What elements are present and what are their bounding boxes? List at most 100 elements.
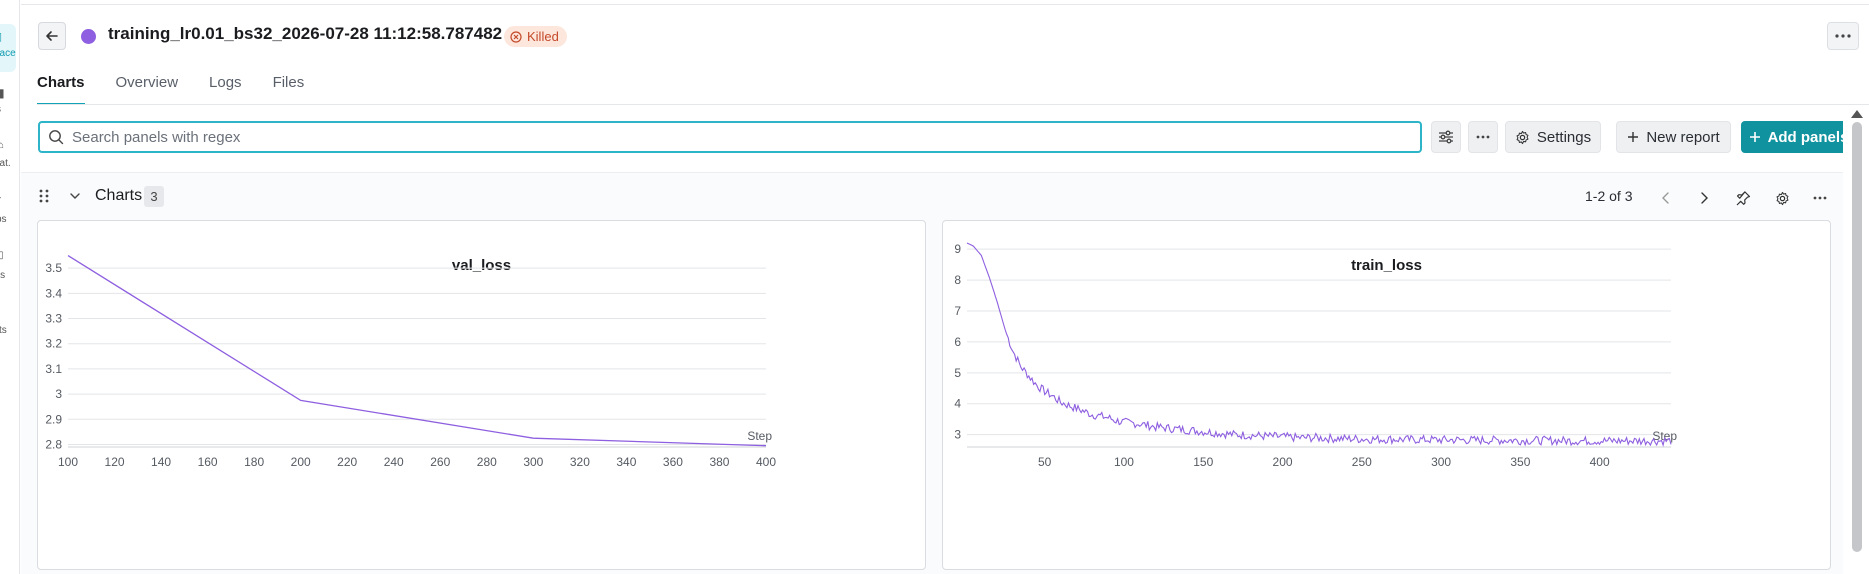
new-report-button[interactable]: New report (1616, 121, 1731, 153)
settings-button[interactable]: Settings (1505, 121, 1601, 153)
x-tick-label: 350 (1510, 455, 1530, 469)
rail-item-icon[interactable]: ▮ (0, 86, 5, 100)
previous-page-button[interactable] (1654, 186, 1678, 210)
status-badge: Killed (504, 26, 567, 47)
x-tick-label: 140 (151, 455, 171, 469)
gear-icon (1516, 130, 1529, 144)
y-tick-label: 7 (954, 304, 961, 318)
x-axis-label: Step (747, 429, 772, 443)
series-line (67, 255, 767, 447)
run-color-dot (81, 29, 96, 44)
chart-title: val_loss (451, 257, 512, 274)
x-tick-label: 220 (337, 455, 357, 469)
tab-overview[interactable]: Overview (115, 74, 179, 91)
y-tick-label: 5 (954, 366, 961, 380)
panel-search-box[interactable] (38, 121, 1422, 153)
plus-icon (1628, 132, 1639, 142)
arrow-left-icon (46, 31, 58, 41)
section-title: Charts (95, 187, 143, 204)
y-tick-label: 3.2 (45, 337, 62, 351)
search-icon (49, 130, 64, 145)
y-tick-label: 3.1 (45, 362, 62, 376)
tab-logs[interactable]: Logs (209, 74, 242, 91)
chevron-down-icon[interactable] (69, 189, 81, 207)
rail-item-sweeps[interactable]: ps (0, 214, 7, 225)
x-tick-label: 400 (756, 455, 776, 469)
drag-handle-icon[interactable] (39, 189, 49, 208)
x-tick-label: 400 (1590, 455, 1610, 469)
chevron-left-icon (1662, 192, 1669, 204)
chart-title: train_loss (1351, 257, 1422, 274)
status-label: Killed (527, 29, 559, 44)
killed-status-icon (510, 30, 522, 43)
x-tick-label: 100 (1114, 455, 1134, 469)
run-title: training_lr0.01_bs32_2026-07-28 11:12:58… (108, 24, 503, 43)
y-tick-label: 3.4 (45, 286, 62, 300)
x-tick-label: 200 (291, 455, 311, 469)
new-report-label: New report (1646, 128, 1720, 146)
val-loss-chart: 2.8 2.9 3 3.1 3.2 3.3 3.4 3.5 100 120 140 160 180 200… (45, 255, 776, 469)
rail-workspace-icon[interactable]: ▯ (0, 30, 2, 43)
run-more-options-button[interactable] (1827, 22, 1859, 50)
x-tick-label: 360 (663, 455, 683, 469)
page-scrollbar[interactable] (1843, 108, 1869, 574)
chart-panel-train-loss[interactable]: train_loss 3 4 5 6 7 8 9 50 100 150 200 250 300 350 40… (942, 220, 1831, 570)
run-page: training_lr0.01_bs32_2026-07-28 11:12:58… (21, 0, 1869, 574)
y-tick-label: 3.5 (45, 261, 62, 275)
rail-item-runs[interactable]: s (0, 104, 1, 115)
x-tick-label: 280 (477, 455, 497, 469)
y-tick-label: 9 (954, 242, 961, 256)
x-tick-label: 300 (523, 455, 543, 469)
x-axis-label: Step (1652, 429, 1677, 443)
search-input[interactable] (72, 128, 1372, 146)
x-tick-label: 300 (1431, 455, 1451, 469)
series-line (966, 242, 1672, 447)
top-divider (21, 4, 1869, 5)
rail-item-icon[interactable]: ▯ (0, 250, 4, 261)
section-more-button[interactable] (1808, 186, 1832, 210)
x-tick-label: 160 (198, 455, 218, 469)
more-horizontal-icon (1813, 196, 1827, 200)
y-tick-label: 2.8 (45, 437, 62, 451)
rail-item-artifacts[interactable]: cts (0, 325, 7, 336)
add-panels-button[interactable]: Add panels (1741, 121, 1856, 153)
pin-section-button[interactable] (1731, 186, 1755, 210)
rail-item-chat[interactable]: hat. (0, 158, 11, 169)
rail-item-icon[interactable]: ⌂ (0, 140, 4, 151)
tabs-divider (37, 104, 1869, 105)
scrollbar-thumb[interactable] (1852, 122, 1862, 552)
train-loss-chart: 3 4 5 6 7 8 9 50 100 150 200 250 300 350 400 Step (954, 242, 1677, 469)
x-tick-label: 100 (58, 455, 78, 469)
rail-item-workspace[interactable]: pace (0, 48, 16, 59)
rail-active-highlight (0, 24, 16, 72)
more-horizontal-icon (1476, 135, 1490, 139)
section-settings-button[interactable] (1770, 186, 1794, 210)
filter-settings-button[interactable] (1431, 121, 1461, 153)
x-tick-label: 340 (616, 455, 636, 469)
y-tick-label: 4 (954, 397, 961, 411)
gear-icon (1776, 191, 1788, 205)
add-panels-label: Add panels (1767, 128, 1849, 146)
more-horizontal-icon (1835, 34, 1851, 38)
chart-panel-val-loss[interactable]: val_loss 2.8 2.9 3 3.1 3.2 3.3 3.4 3.5 100 120 140… (37, 220, 926, 570)
x-tick-label: 380 (709, 455, 729, 469)
y-tick-label: 8 (954, 273, 961, 287)
tab-charts[interactable]: Charts (37, 74, 85, 105)
settings-label: Settings (1536, 128, 1592, 146)
next-page-button[interactable] (1692, 186, 1716, 210)
pagination-label: 1-2 of 3 (1585, 188, 1633, 204)
x-tick-label: 120 (105, 455, 125, 469)
x-tick-label: 260 (430, 455, 450, 469)
back-button[interactable] (38, 22, 66, 50)
chevron-right-icon (1701, 192, 1708, 204)
rail-item-reports[interactable]: rts (0, 270, 6, 281)
x-tick-label: 250 (1352, 455, 1372, 469)
section-count-badge: 3 (144, 186, 164, 207)
tab-files[interactable]: Files (272, 74, 305, 91)
x-tick-label: 50 (1038, 455, 1052, 469)
y-tick-label: 2.9 (45, 412, 62, 426)
toolbar-more-button[interactable] (1468, 121, 1498, 153)
sliders-icon (1439, 130, 1453, 144)
scroll-up-arrow[interactable] (1851, 110, 1863, 118)
y-tick-label: 3.3 (45, 312, 62, 326)
